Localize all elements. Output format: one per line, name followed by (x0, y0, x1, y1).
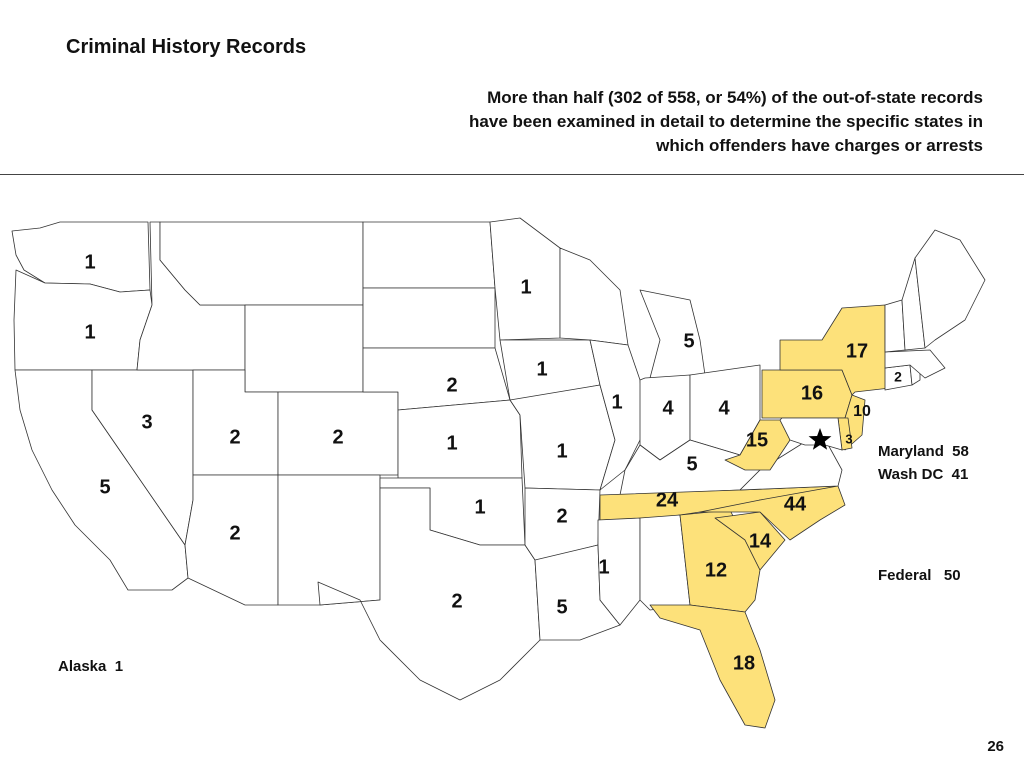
state-count-or: 1 (84, 321, 95, 343)
state-nd (362, 221, 496, 289)
state-mo (509, 384, 616, 491)
washdc-count: Wash DC 41 (878, 466, 969, 483)
state-count-fl: 18 (733, 652, 755, 674)
state-count-pa: 16 (801, 382, 823, 404)
state-ks (397, 399, 523, 479)
alaska-count: Alaska 1 (58, 658, 124, 675)
state-nc (699, 485, 846, 541)
state-vt (884, 299, 906, 353)
state-count-ny: 17 (846, 340, 868, 362)
header-divider (0, 174, 1024, 175)
state-ma (884, 349, 946, 379)
state-count-co: 2 (332, 426, 343, 448)
state-count-tx: 2 (451, 590, 462, 612)
state-mt (159, 221, 364, 306)
state-count-ok: 1 (474, 496, 485, 518)
state-count-sc: 14 (749, 530, 772, 552)
state-count-nj: 10 (853, 403, 871, 420)
state-nm (277, 474, 381, 606)
state-wi (559, 247, 629, 346)
subtitle: More than half (302 of 558, or 54%) of t… (343, 86, 983, 158)
state-wy (244, 304, 364, 393)
state-wv (724, 419, 791, 471)
state-count-ks: 1 (446, 432, 457, 454)
state-count-tn: 24 (656, 489, 679, 511)
maryland-count: Maryland 58 (878, 443, 969, 460)
state-count-ga: 12 (705, 559, 727, 581)
state-mi (639, 289, 706, 379)
subtitle-line-3: which offenders have charges or arrests (656, 136, 983, 155)
state-count-ca: 5 (99, 476, 110, 498)
subtitle-line-1: More than half (302 of 558, or 54%) of t… (487, 88, 983, 107)
state-me (914, 229, 986, 349)
state-count-wv: 15 (746, 429, 768, 451)
subtitle-line-2: have been examined in detail to determin… (469, 112, 983, 131)
state-count-ar: 2 (556, 505, 567, 527)
state-count-mo: 1 (556, 440, 567, 462)
page-number: 26 (987, 738, 1004, 755)
slide-title: Criminal History Records (66, 36, 307, 58)
state-count-ms: 1 (598, 556, 609, 578)
state-sd (362, 287, 496, 349)
state-count-nc: 44 (784, 493, 807, 515)
state-count-il: 1 (611, 391, 622, 413)
state-count-mi: 5 (683, 330, 694, 352)
state-count-ne: 2 (446, 374, 457, 396)
state-count-ut: 2 (229, 426, 240, 448)
state-count-in: 4 (662, 397, 674, 419)
state-sc (714, 511, 786, 571)
state-count-ky: 5 (686, 453, 697, 475)
state-md (779, 417, 843, 451)
state-count-de: 3 (845, 431, 852, 446)
state-count-la: 5 (556, 596, 567, 618)
state-count-mn: 1 (520, 276, 531, 298)
state-count-ia: 1 (536, 358, 547, 380)
state-count-oh: 4 (718, 397, 730, 419)
state-count-nv: 3 (141, 411, 152, 433)
state-fl (649, 604, 776, 729)
state-count-az: 2 (229, 522, 240, 544)
federal-count: Federal 50 (878, 567, 961, 584)
state-count-ct: 2 (894, 369, 902, 385)
state-count-wa: 1 (84, 251, 95, 273)
state-tx (317, 487, 541, 701)
star-icon (808, 428, 832, 450)
